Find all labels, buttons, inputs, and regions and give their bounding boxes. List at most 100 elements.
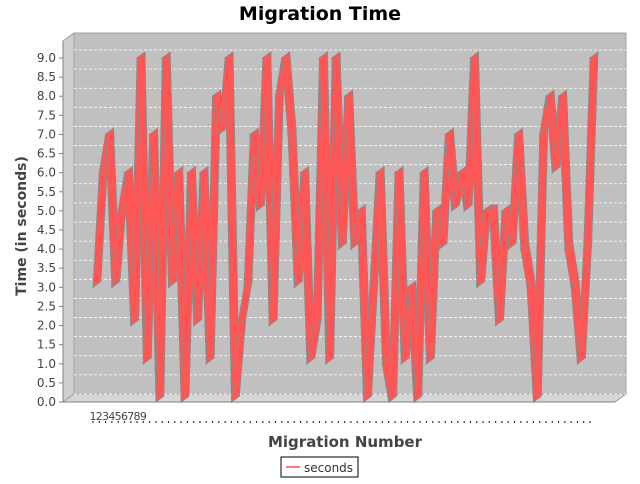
data-point [501, 210, 503, 212]
legend-box [280, 456, 359, 478]
data-point [526, 286, 528, 289]
x-tick-label: 6 [121, 410, 128, 423]
data-point [589, 57, 591, 59]
x-tick-label: 7 [127, 410, 134, 423]
y-tick-label: 6.0 [37, 166, 56, 180]
y-tick-label: 2.5 [37, 299, 56, 313]
data-point [280, 57, 283, 59]
data-point [249, 133, 252, 136]
data-point [312, 324, 314, 327]
data-point [482, 210, 484, 212]
data-point [564, 248, 566, 250]
data-point [551, 171, 554, 174]
data-point [287, 133, 289, 136]
data-point [576, 362, 579, 365]
data-point [507, 248, 510, 250]
chart-title: Migration Time [239, 3, 401, 25]
data-point [406, 286, 409, 289]
data-point [318, 57, 321, 59]
y-tick-label: 5.5 [37, 185, 56, 199]
x-tick-label: 3 [102, 410, 109, 423]
x-tick-label: 1 [90, 410, 97, 423]
data-point [545, 95, 547, 98]
y-axis-ticks: 0.0 0.5 1.0 1.5 2.0 2.5 3.0 3.5 4.0 4.5 5.0 5.5 6.0 6… [37, 51, 63, 409]
data-point [582, 248, 585, 250]
data-point [519, 248, 522, 250]
data-point [123, 171, 126, 174]
data-point [438, 248, 440, 250]
data-point [350, 248, 352, 250]
y-tick-label: 8.0 [37, 89, 56, 103]
x-tick-label: 4 [108, 410, 115, 423]
data-point [111, 286, 113, 289]
y-tick-label: 7.0 [37, 127, 56, 141]
data-point [306, 362, 308, 365]
x-tick-label: 9 [140, 410, 147, 423]
data-point [394, 171, 396, 174]
data-point [419, 171, 421, 174]
data-point [136, 57, 138, 59]
data-point [293, 286, 296, 289]
data-point [400, 362, 403, 365]
data-point [161, 57, 164, 59]
data-point [337, 248, 340, 250]
data-point [243, 286, 245, 289]
x-tick-label: 5 [115, 410, 122, 423]
data-point [469, 57, 472, 59]
data-point [173, 171, 176, 174]
x-tick-label: 8 [134, 410, 141, 423]
data-point [557, 95, 560, 98]
y-tick-label: 0.0 [37, 395, 56, 409]
data-point [444, 133, 447, 136]
data-point [262, 57, 264, 59]
data-point [224, 57, 226, 59]
data-point [570, 286, 572, 289]
series-surface [92, 51, 599, 403]
data-point [369, 286, 371, 289]
data-point [192, 324, 195, 327]
data-point [356, 210, 359, 212]
data-point [117, 210, 119, 212]
data-point [104, 133, 107, 136]
data-point [255, 210, 258, 212]
data-point [167, 286, 170, 289]
y-tick-label: 4.5 [37, 223, 56, 237]
data-point [98, 171, 101, 174]
data-point [431, 210, 434, 212]
data-point [331, 57, 333, 59]
data-point [268, 324, 270, 327]
data-point [425, 362, 428, 365]
data-point [375, 171, 377, 174]
data-point [142, 362, 145, 365]
y-tick-label: 1.0 [37, 357, 56, 371]
data-point [186, 171, 189, 174]
x-axis-label: Migration Number [268, 433, 423, 451]
y-tick-label: 8.5 [37, 70, 56, 84]
y-tick-label: 5.0 [37, 204, 56, 218]
legend-item-seconds: seconds [304, 461, 353, 475]
y-axis-label: Time (in seconds) [14, 156, 30, 296]
data-point [494, 324, 497, 327]
data-point [199, 171, 201, 174]
data-point [513, 133, 516, 136]
legend: seconds [280, 456, 359, 478]
data-point [218, 133, 220, 136]
y-tick-label: 1.5 [37, 338, 56, 352]
data-point [475, 286, 478, 289]
y-tick-label: 2.0 [37, 319, 56, 333]
y-tick-label: 7.5 [37, 108, 56, 122]
data-point [211, 95, 214, 98]
y-tick-label: 0.5 [37, 376, 56, 390]
data-point [488, 210, 491, 212]
y-tick-label: 9.0 [37, 51, 56, 65]
x-tick-label: 2 [96, 410, 103, 423]
data-point [343, 95, 346, 98]
data-point [274, 95, 277, 98]
series-segment [583, 51, 599, 250]
data-point [236, 324, 239, 327]
data-point [324, 362, 327, 365]
y-tick-label: 4.0 [37, 242, 56, 256]
